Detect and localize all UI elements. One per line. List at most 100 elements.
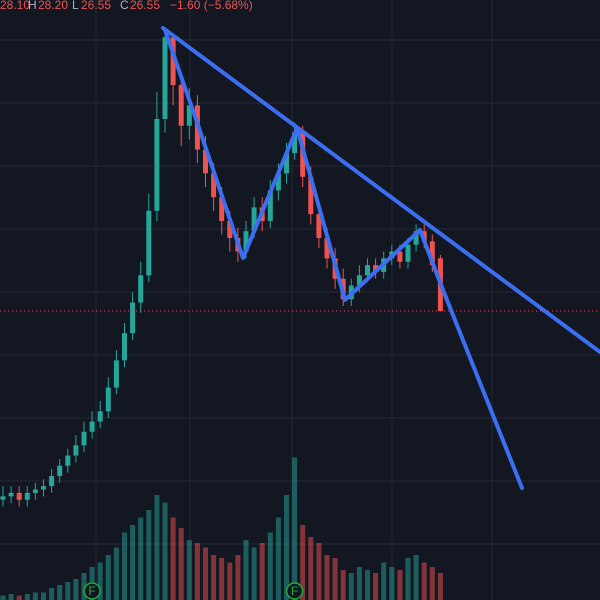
volume-bar <box>203 547 208 600</box>
volume-bar <box>437 573 443 600</box>
change-value: −1.60 (−5.68%) <box>170 0 253 12</box>
candle-body <box>405 244 411 262</box>
volume-bar <box>24 594 30 600</box>
candle-body <box>219 197 225 221</box>
open-value: 28.10 <box>0 0 30 12</box>
candle-body <box>130 302 136 334</box>
volume-bar <box>8 594 14 600</box>
volume-bar <box>49 588 55 600</box>
volume-bar <box>340 570 346 600</box>
event-marker <box>285 582 304 600</box>
candle-body <box>211 173 217 198</box>
low-value: 26.55 <box>81 0 111 12</box>
candle-body <box>413 231 419 245</box>
volume-bar <box>186 540 192 600</box>
legend: O 28.10 H 28.20 L 26.55 C 26.55 −1.60 (−… <box>0 0 253 12</box>
candle-body <box>57 465 63 476</box>
candle-body <box>32 489 38 493</box>
volume-bar <box>81 573 87 600</box>
volume-bar <box>292 457 298 600</box>
volume-bar <box>308 537 314 600</box>
candle-body <box>89 421 95 432</box>
candle-body <box>316 214 322 238</box>
candle-body <box>41 486 46 490</box>
candle-body <box>170 37 176 85</box>
volume-bar <box>421 562 427 600</box>
candle-body <box>162 37 168 119</box>
volume-bar <box>284 495 289 600</box>
zigzag-line <box>163 28 524 490</box>
volume-bar <box>324 555 330 600</box>
volume-bar <box>356 567 362 600</box>
candle-body <box>227 220 233 238</box>
candle-body <box>105 387 111 412</box>
volume-bar <box>146 510 152 600</box>
close-label: C <box>120 0 129 12</box>
candle-body <box>324 237 330 259</box>
volume-bar <box>122 532 127 600</box>
candle-body <box>49 475 55 487</box>
candle-body <box>356 275 362 286</box>
drawings <box>161 26 600 490</box>
volume-bar <box>154 495 160 600</box>
volume-bar <box>130 525 136 600</box>
volume-bar <box>97 562 103 600</box>
candle-body <box>8 492 14 497</box>
volume-bar <box>259 543 265 600</box>
candle-body <box>97 411 103 422</box>
candle-body <box>373 265 379 272</box>
volume-bar <box>162 502 168 600</box>
candle-body <box>24 492 30 500</box>
high-label: H <box>28 0 37 12</box>
volume-bar <box>16 595 22 600</box>
event-label: F <box>291 584 298 598</box>
volume-bar <box>65 582 71 600</box>
volume-bar <box>138 517 144 600</box>
low-label: L <box>72 0 79 12</box>
volume-bar <box>105 555 111 600</box>
volume-bar <box>227 562 233 600</box>
candle-body <box>154 118 160 211</box>
candle-body <box>113 360 119 388</box>
volume-bar <box>41 592 46 600</box>
close-value: 26.55 <box>130 0 160 12</box>
volume-bar <box>381 562 387 600</box>
volume-bar <box>267 532 273 600</box>
volume-bar <box>348 573 354 600</box>
volume-bar <box>316 543 322 600</box>
volume-bar <box>275 517 281 600</box>
volume-bar <box>178 528 184 600</box>
volume-bar <box>113 547 119 600</box>
volume-bar <box>170 517 176 600</box>
event-marker <box>83 582 101 600</box>
volume-bar <box>397 570 403 600</box>
high-value: 28.20 <box>38 0 68 12</box>
candle-body <box>429 241 435 266</box>
candle-body <box>122 333 127 361</box>
volume-bar <box>300 525 306 600</box>
candle-body <box>292 132 298 153</box>
candle-body <box>146 210 152 276</box>
candle-body <box>16 492 22 500</box>
candle-body <box>284 152 289 174</box>
candle-body <box>243 231 249 252</box>
volume-layer <box>0 457 443 600</box>
candle-body <box>138 275 144 303</box>
candle-body <box>178 84 184 126</box>
candle-body <box>65 455 71 466</box>
trend-line <box>161 26 600 354</box>
volume-bar <box>73 579 79 600</box>
candle-body <box>267 190 273 221</box>
volume-bar <box>194 543 200 600</box>
volume-bar <box>389 567 395 600</box>
volume-bar <box>332 558 338 600</box>
volume-bar <box>251 547 257 600</box>
candle-body <box>308 176 314 215</box>
volume-bar <box>211 555 217 600</box>
candle-body <box>186 105 192 126</box>
volume-bar <box>32 592 38 600</box>
candle-body <box>73 445 79 456</box>
candle-body <box>397 251 403 262</box>
